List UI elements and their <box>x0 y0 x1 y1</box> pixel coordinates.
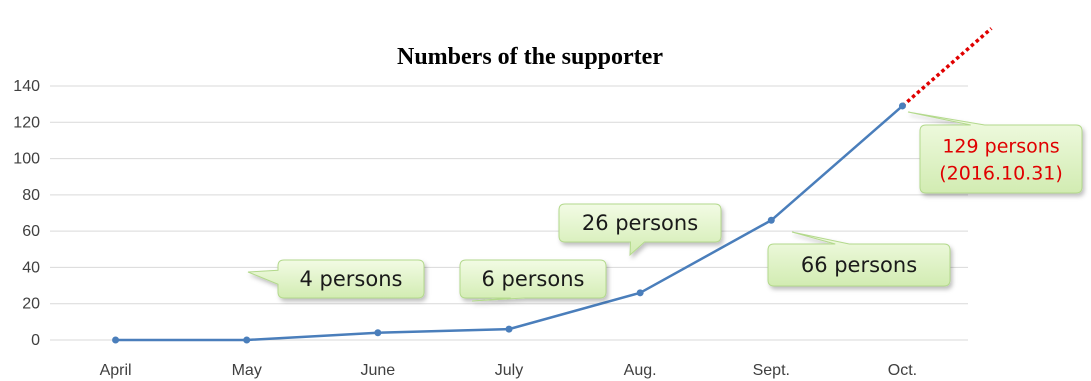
series-line <box>115 105 904 342</box>
callout-layer: 4 persons 6 persons 26 persons 66 persons 12… <box>247 111 1083 302</box>
x-tick-label: May <box>232 362 262 379</box>
data-point <box>767 216 775 224</box>
x-tick-label: Sept. <box>753 362 790 379</box>
data-point <box>505 325 513 333</box>
callout-label: 4 persons <box>300 267 403 291</box>
x-tick-label: April <box>100 362 132 379</box>
data-point <box>112 336 120 344</box>
y-tick-label: 80 <box>22 187 40 204</box>
callout-label: (2016.10.31) <box>939 163 1063 185</box>
trend-extension <box>901 27 993 108</box>
y-tick-label: 20 <box>22 296 40 313</box>
callout-bubble <box>558 203 722 257</box>
callout-bubble <box>767 231 951 287</box>
x-tick-label: Oct. <box>888 362 917 379</box>
y-tick-label: 40 <box>22 259 40 276</box>
x-axis: April May June July Aug. Sept. Oct. <box>100 362 918 379</box>
chart-title: Numbers of the supporter <box>397 44 663 70</box>
callout-label: 26 persons <box>582 211 698 235</box>
callout-bubble <box>459 259 607 302</box>
x-tick-label: June <box>361 362 396 379</box>
series-layer <box>112 27 993 344</box>
callout-aug: 26 persons <box>558 203 722 257</box>
callout-july: 6 persons <box>459 259 607 302</box>
x-tick-label: Aug. <box>624 362 657 379</box>
data-point <box>898 102 906 110</box>
y-tick-label: 100 <box>13 151 40 168</box>
data-point <box>636 289 644 297</box>
y-tick-label: 60 <box>22 223 40 240</box>
y-axis: 0 20 40 60 80 100 120 140 <box>13 78 40 349</box>
callout-label: 6 persons <box>482 267 585 291</box>
callout-bubble <box>247 259 425 299</box>
y-tick-label: 0 <box>31 332 40 349</box>
callout-label: 129 persons <box>942 136 1059 158</box>
callout-label: 66 persons <box>801 253 917 277</box>
gridlines <box>50 85 968 341</box>
callout-sept: 66 persons <box>767 231 951 287</box>
callout-oct: 129 persons (2016.10.31) <box>907 111 1083 194</box>
data-point <box>243 336 251 344</box>
callout-bubble <box>907 111 1083 194</box>
x-tick-label: July <box>495 362 523 379</box>
data-point <box>374 329 382 337</box>
y-tick-label: 120 <box>13 114 40 131</box>
callout-june: 4 persons <box>247 259 425 299</box>
y-tick-label: 140 <box>13 78 40 95</box>
